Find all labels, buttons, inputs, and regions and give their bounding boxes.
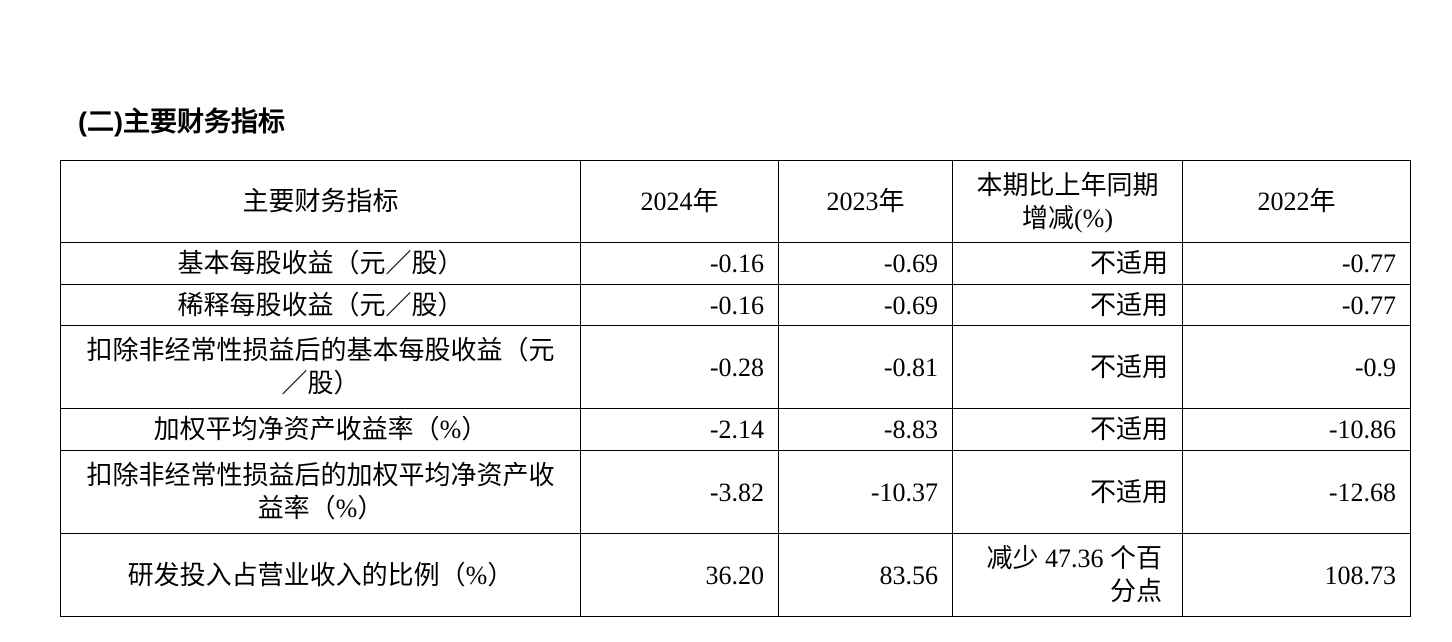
section-title: (二)主要财务指标 bbox=[78, 107, 285, 137]
value-change: 不适用 bbox=[952, 450, 1183, 534]
value-2023: -0.69 bbox=[778, 242, 953, 285]
value-change: 减少 47.36 个百分点 bbox=[952, 533, 1183, 617]
table-row: 加权平均净资产收益率（%） -2.14 -8.83 不适用 -10.86 bbox=[60, 408, 1411, 451]
value-2022: -0.77 bbox=[1182, 242, 1411, 285]
value-change: 不适用 bbox=[952, 284, 1183, 326]
row-name: 扣除非经常性损益后的基本每股收益（元／股） bbox=[60, 325, 581, 409]
value-2022: -10.86 bbox=[1182, 408, 1411, 451]
value-2023: -10.37 bbox=[778, 450, 953, 534]
value-2024: -3.82 bbox=[580, 450, 779, 534]
value-2023: -0.81 bbox=[778, 325, 953, 409]
value-change: 不适用 bbox=[952, 325, 1183, 409]
table-header-row: 主要财务指标 2024年 2023年 本期比上年同期增减(%) 2022年 bbox=[60, 160, 1411, 243]
value-2023: -8.83 bbox=[778, 408, 953, 451]
value-2022: -0.9 bbox=[1182, 325, 1411, 409]
row-name: 扣除非经常性损益后的加权平均净资产收益率（%） bbox=[60, 450, 581, 534]
financial-indicators-table: 主要财务指标 2024年 2023年 本期比上年同期增减(%) 2022年 基本… bbox=[60, 160, 1411, 617]
header-2022: 2022年 bbox=[1182, 160, 1411, 243]
value-2023: -0.69 bbox=[778, 284, 953, 326]
value-2024: -0.28 bbox=[580, 325, 779, 409]
value-2022: -0.77 bbox=[1182, 284, 1411, 326]
table-row: 稀释每股收益（元／股） -0.16 -0.69 不适用 -0.77 bbox=[60, 284, 1411, 326]
header-2024: 2024年 bbox=[580, 160, 779, 243]
value-2024: 36.20 bbox=[580, 533, 779, 617]
table-row: 研发投入占营业收入的比例（%） 36.20 83.56 减少 47.36 个百分… bbox=[60, 533, 1411, 617]
row-name: 基本每股收益（元／股） bbox=[60, 242, 581, 285]
header-indicator: 主要财务指标 bbox=[60, 160, 581, 243]
header-2023: 2023年 bbox=[778, 160, 953, 243]
table-row: 扣除非经常性损益后的加权平均净资产收益率（%） -3.82 -10.37 不适用… bbox=[60, 450, 1411, 534]
row-name: 研发投入占营业收入的比例（%） bbox=[60, 533, 581, 617]
row-name: 稀释每股收益（元／股） bbox=[60, 284, 581, 326]
value-change: 不适用 bbox=[952, 242, 1183, 285]
value-2022: 108.73 bbox=[1182, 533, 1411, 617]
table-row: 扣除非经常性损益后的基本每股收益（元／股） -0.28 -0.81 不适用 -0… bbox=[60, 325, 1411, 409]
table-row: 基本每股收益（元／股） -0.16 -0.69 不适用 -0.77 bbox=[60, 242, 1411, 285]
value-2022: -12.68 bbox=[1182, 450, 1411, 534]
value-2023: 83.56 bbox=[778, 533, 953, 617]
value-2024: -0.16 bbox=[580, 284, 779, 326]
row-name: 加权平均净资产收益率（%） bbox=[60, 408, 581, 451]
header-change: 本期比上年同期增减(%) bbox=[952, 160, 1183, 243]
value-2024: -0.16 bbox=[580, 242, 779, 285]
value-2024: -2.14 bbox=[580, 408, 779, 451]
value-change: 不适用 bbox=[952, 408, 1183, 451]
